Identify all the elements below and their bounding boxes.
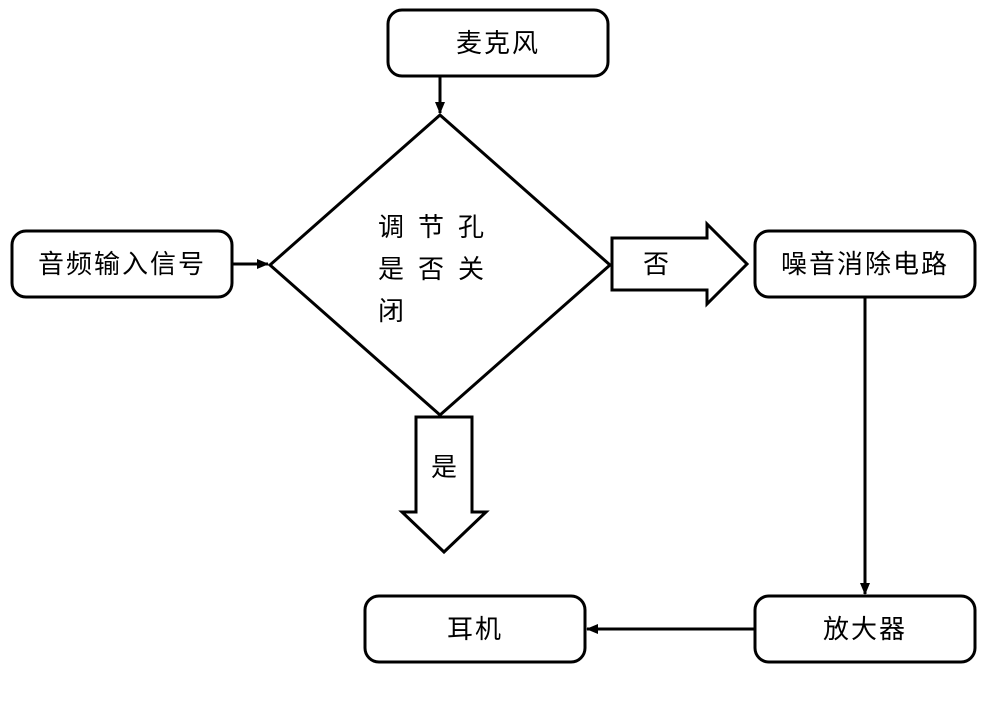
decision-line2: 是否关 <box>378 255 498 284</box>
decision-line1: 调节孔 <box>378 213 498 242</box>
block-arrow-no <box>612 224 747 304</box>
audio-input-label: 音频输入信号 <box>38 250 206 279</box>
decision-line3: 闭 <box>378 297 418 326</box>
amplifier-label: 放大器 <box>823 615 907 644</box>
noise-cancel-label: 噪音消除电路 <box>781 250 949 279</box>
mic-label: 麦克风 <box>456 29 540 58</box>
block-arrow-yes <box>402 417 486 552</box>
block-arrow-yes-label: 是 <box>431 453 457 482</box>
earphone-label: 耳机 <box>447 615 503 644</box>
block-arrow-no-label: 否 <box>643 250 669 279</box>
